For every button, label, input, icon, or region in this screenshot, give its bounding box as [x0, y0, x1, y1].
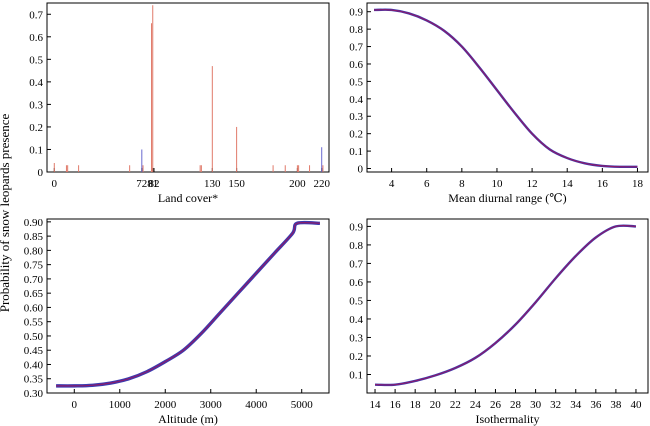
isothermality-xtick-label: 24: [470, 399, 482, 411]
altitude-ytick-label: 0.70: [24, 274, 44, 286]
landcover-ytick-label: 0.2: [29, 122, 43, 134]
isothermality-xtick-label: 38: [610, 399, 622, 411]
altitude-xtick-label: 0: [72, 399, 78, 411]
isothermality-series-line: [375, 224, 636, 386]
diurnal-ytick-label: 0.4: [349, 94, 363, 106]
altitude-ytick-label: 0.90: [24, 217, 44, 229]
landcover-plot-frame: [46, 2, 330, 173]
altitude-ytick-label: 0.65: [24, 288, 44, 300]
diurnal-xlabel: Mean diurnal range (℃): [448, 191, 566, 205]
landcover-xtick-label: 130: [204, 178, 221, 190]
diurnal-xtick-label: 10: [491, 178, 503, 190]
diurnal-ytick-label: 0.6: [349, 59, 363, 71]
landcover-ytick-label: 0.3: [29, 99, 43, 111]
isothermality-ytick-label: 0.6: [349, 277, 363, 289]
altitude-ytick-label: 0.55: [24, 317, 44, 329]
altitude-xtick-label: 5000: [291, 399, 314, 411]
isothermality-xtick-label: 28: [510, 399, 522, 411]
altitude-xtick-label: 3000: [200, 399, 223, 411]
diurnal-ytick-label: 0.8: [349, 24, 363, 36]
altitude-xtick-label: 1000: [109, 399, 132, 411]
altitude-ytick-label: 0.75: [24, 260, 44, 272]
altitude-ytick-label: 0.30: [24, 388, 44, 400]
altitude-ytick-label: 0.40: [24, 359, 44, 371]
isothermality-xtick-label: 36: [590, 399, 602, 411]
isothermality-plot-frame: [366, 218, 649, 394]
landcover-xtick-label: 0: [52, 178, 58, 190]
diurnal-series-band: [374, 8, 638, 169]
isothermality-xtick-label: 14: [370, 399, 382, 411]
diurnal-ytick-label: 0.2: [349, 129, 363, 141]
diurnal-ytick-label: 0.7: [349, 42, 363, 54]
diurnal-xtick-label: 16: [597, 178, 609, 190]
isothermality-ytick-label: 0.5: [349, 295, 363, 307]
diurnal-plot-frame: [366, 2, 649, 173]
isothermality-xtick-label: 30: [530, 399, 542, 411]
isothermality-ytick-label: 0.7: [349, 258, 363, 270]
landcover-xtick-label: 82: [148, 178, 159, 190]
isothermality-xtick-label: 16: [390, 399, 402, 411]
landcover-ytick-label: 0.6: [29, 32, 43, 44]
altitude-series-line: [56, 221, 320, 387]
landcover-ytick-label: 0.4: [29, 77, 43, 89]
diurnal-ytick-label: 0.5: [349, 76, 363, 88]
isothermality-xtick-label: 26: [490, 399, 502, 411]
isothermality-xlabel: Isothermality: [476, 412, 540, 426]
isothermality-xtick-label: 32: [550, 399, 561, 411]
landcover-xlabel: Land cover*: [158, 191, 218, 205]
isothermality-ytick-label: 0.3: [349, 332, 363, 344]
altitude-plot-frame: [46, 218, 330, 394]
diurnal-xtick-label: 18: [632, 178, 644, 190]
altitude-xlabel: Altitude (m): [158, 412, 218, 426]
diurnal-xtick-label: 4: [389, 178, 395, 190]
landcover-xtick-label: 200: [289, 178, 306, 190]
landcover-xtick-label: 150: [228, 178, 245, 190]
altitude-xtick-label: 2000: [154, 399, 177, 411]
isothermality-ytick-label: 0.8: [349, 240, 363, 252]
landcover-ytick-label: 0.5: [29, 54, 43, 66]
diurnal-xtick-label: 6: [424, 178, 430, 190]
isothermality-xtick-label: 40: [630, 399, 642, 411]
altitude-ytick-label: 0.45: [24, 345, 44, 357]
landcover-ytick-label: 0.7: [29, 9, 43, 21]
isothermality-ytick-label: 0.4: [349, 314, 363, 326]
isothermality-ytick-label: 0.1: [349, 369, 363, 381]
diurnal-ytick-label: 0.9: [349, 7, 363, 19]
landcover-xtick-label: 220: [313, 178, 330, 190]
isothermality-xtick-label: 20: [430, 399, 442, 411]
diurnal-xtick-label: 14: [562, 178, 574, 190]
diurnal-ytick-label: 0.3: [349, 111, 363, 123]
landcover-xtick-label: 81: [147, 178, 158, 190]
landcover-ytick-label: 0: [38, 167, 44, 179]
isothermality-ytick-label: 0.9: [349, 221, 363, 233]
altitude-ytick-label: 0.85: [24, 231, 44, 243]
altitude-xtick-label: 4000: [245, 399, 268, 411]
altitude-ytick-label: 0.50: [24, 331, 44, 343]
diurnal-xtick-label: 12: [527, 178, 538, 190]
shared-ylabel: Probability of snow leopards presence: [0, 113, 12, 312]
altitude-ytick-label: 0.60: [24, 302, 44, 314]
diurnal-xtick-label: 8: [459, 178, 465, 190]
altitude-ytick-label: 0.80: [24, 245, 44, 257]
isothermality-series-band: [375, 224, 637, 387]
diurnal-ytick-label: 0: [358, 164, 364, 176]
landcover-xtick-label: 72: [136, 178, 147, 190]
isothermality-xtick-label: 34: [570, 399, 582, 411]
isothermality-xtick-label: 22: [450, 399, 461, 411]
diurnal-series-line: [374, 9, 638, 168]
isothermality-xtick-label: 18: [410, 399, 422, 411]
isothermality-ytick-label: 0.2: [349, 351, 363, 363]
landcover-ytick-label: 0.1: [29, 144, 43, 156]
altitude-ytick-label: 0.35: [24, 374, 44, 386]
diurnal-ytick-label: 0.1: [349, 146, 363, 158]
